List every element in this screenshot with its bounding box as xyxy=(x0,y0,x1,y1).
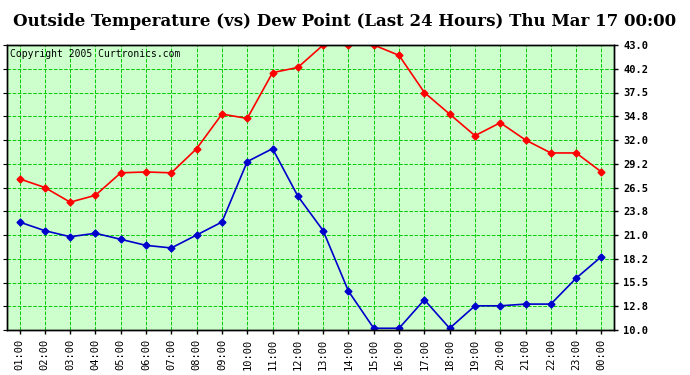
Text: Outside Temperature (vs) Dew Point (Last 24 Hours) Thu Mar 17 00:00: Outside Temperature (vs) Dew Point (Last… xyxy=(13,13,677,30)
Text: Copyright 2005 Curtronics.com: Copyright 2005 Curtronics.com xyxy=(10,49,180,59)
